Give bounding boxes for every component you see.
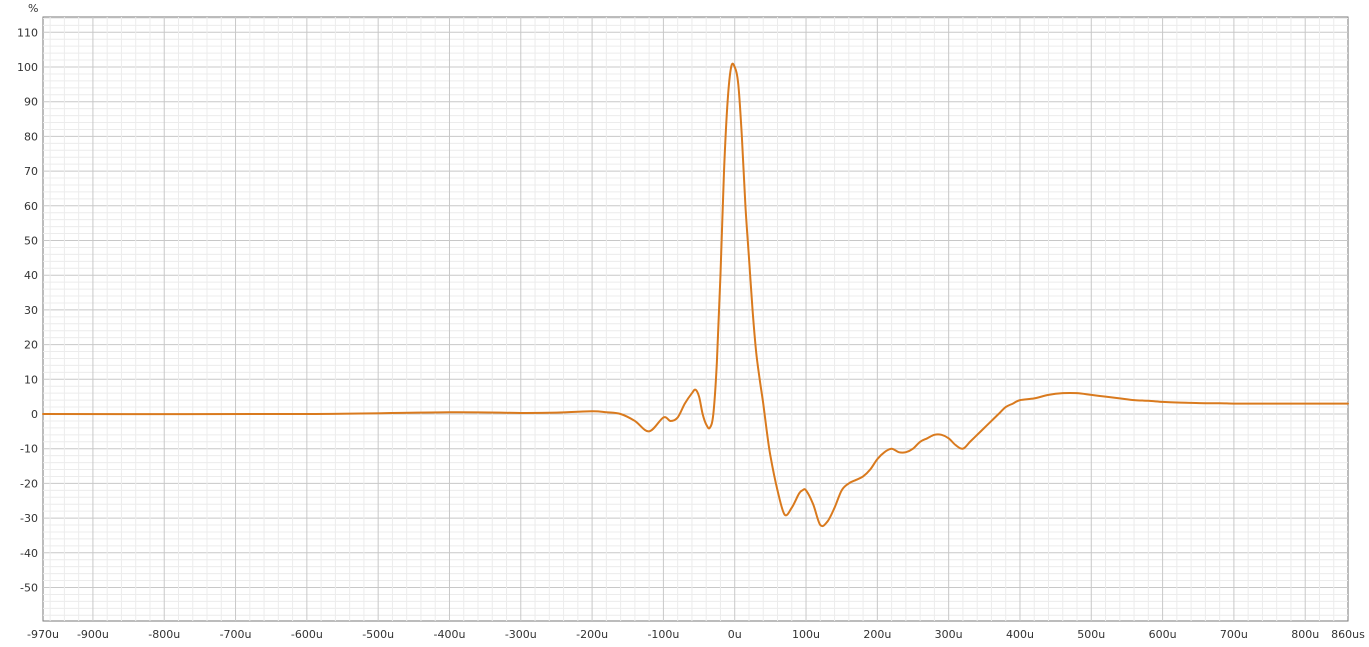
x-tick-label: -500u (362, 628, 394, 641)
x-tick-label: -800u (148, 628, 180, 641)
x-tick-label: 100u (792, 628, 820, 641)
series-layer (42, 62, 1349, 528)
y-tick-label: 110 (17, 26, 38, 39)
y-tick-label: -40 (20, 547, 38, 560)
x-tick-label: 800u (1291, 628, 1319, 641)
y-tick-label: 20 (24, 339, 38, 352)
x-tick-label: 500u (1077, 628, 1105, 641)
x-tick-label: -970u (27, 628, 59, 641)
y-tick-label: 50 (24, 235, 38, 248)
y-tick-label: 0 (31, 408, 38, 421)
x-tick-label: 860us (1331, 628, 1365, 641)
y-tick-label: 80 (24, 130, 38, 143)
y-tick-label: -20 (20, 477, 38, 490)
x-tick-label: -400u (434, 628, 466, 641)
x-tick-label: -200u (576, 628, 608, 641)
x-tick-label: -600u (291, 628, 323, 641)
x-axis-ticks: -970u -900u -800u -700u -600u -500u -400u -300u… (27, 628, 1365, 641)
y-tick-label: -50 (20, 582, 38, 595)
grid (43, 17, 1348, 621)
x-tick-label: 200u (863, 628, 891, 641)
x-tick-label: -700u (220, 628, 252, 641)
y-tick-label: 100 (17, 61, 38, 74)
y-tick-label: 70 (24, 165, 38, 178)
x-tick-label: 300u (935, 628, 963, 641)
x-tick-label: -900u (77, 628, 109, 641)
y-tick-label: 90 (24, 96, 38, 109)
y-tick-label: 10 (24, 373, 38, 386)
x-tick-label: -300u (505, 628, 537, 641)
x-tick-label: 700u (1220, 628, 1248, 641)
series-line-1 (42, 62, 1349, 528)
y-tick-label: 30 (24, 304, 38, 317)
x-tick-label: 600u (1149, 628, 1177, 641)
y-tick-label: -30 (20, 512, 38, 525)
y-axis-unit-label: % (28, 2, 38, 15)
plot-background (42, 16, 1349, 622)
x-tick-label: 400u (1006, 628, 1034, 641)
x-tick-label: -100u (647, 628, 679, 641)
x-tick-label: 0u (728, 628, 742, 641)
y-tick-label: -10 (20, 443, 38, 456)
y-tick-label: 40 (24, 269, 38, 282)
y-tick-label: 60 (24, 200, 38, 213)
